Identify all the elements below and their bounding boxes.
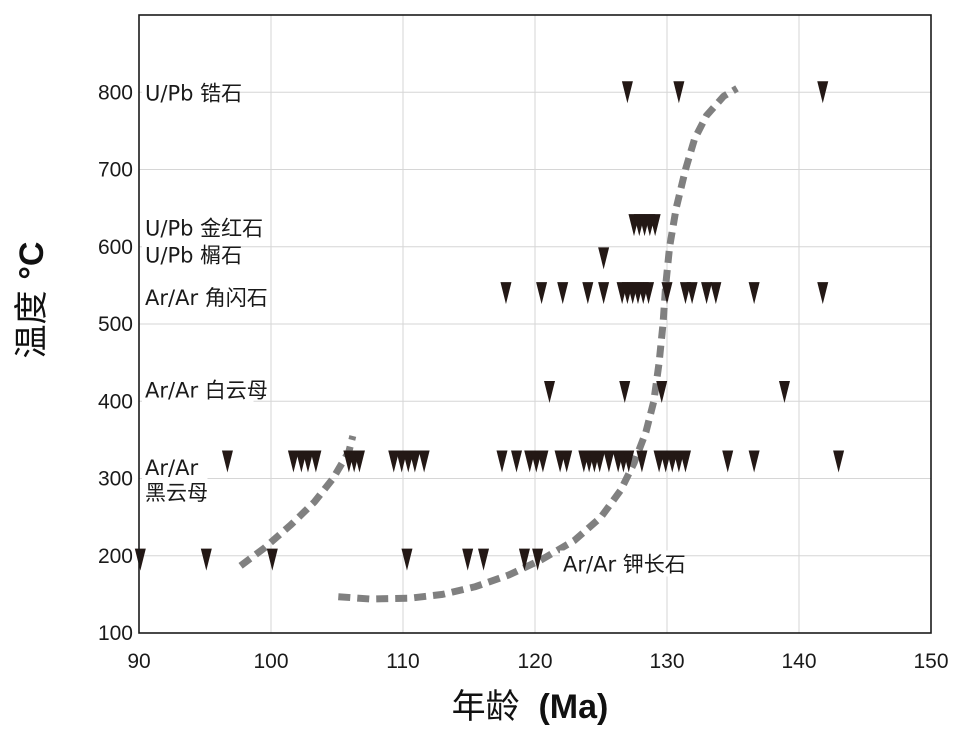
x-tick-label: 150 bbox=[913, 650, 948, 673]
group-label: Ar/Ar 白云母 bbox=[145, 379, 268, 403]
data-point bbox=[544, 380, 556, 403]
data-point bbox=[134, 548, 146, 571]
data-point bbox=[518, 548, 530, 571]
x-tick-label: 130 bbox=[649, 650, 684, 673]
data-point bbox=[388, 450, 400, 473]
data-point bbox=[748, 450, 760, 473]
data-point bbox=[623, 450, 635, 473]
data-point bbox=[722, 450, 734, 473]
data-point bbox=[701, 282, 713, 305]
group-label: Ar/Ar 角闪石 bbox=[145, 286, 268, 310]
data-point bbox=[418, 450, 430, 473]
data-point bbox=[500, 282, 512, 305]
data-point bbox=[287, 450, 299, 473]
data-point bbox=[619, 380, 631, 403]
group-label: U/Pb 金红石 bbox=[145, 216, 263, 240]
y-tick-label: 200 bbox=[98, 545, 133, 568]
group-label-bg bbox=[142, 214, 242, 241]
group-label-bg bbox=[142, 478, 185, 505]
y-axis-label-main: 温度 bbox=[12, 290, 52, 358]
x-tick-label: 110 bbox=[386, 650, 419, 673]
data-point bbox=[656, 380, 668, 403]
group-label-bg bbox=[142, 241, 231, 268]
data-point bbox=[302, 450, 314, 473]
data-point bbox=[833, 450, 845, 473]
data-point bbox=[598, 247, 610, 270]
group-label: U/Pb 榍石 bbox=[145, 243, 242, 267]
group-label: Ar/Ar bbox=[145, 456, 198, 480]
y-tick-label: 700 bbox=[98, 159, 133, 182]
data-point bbox=[401, 548, 413, 571]
y-tick-label: 400 bbox=[98, 390, 133, 413]
group-label-bg bbox=[142, 283, 254, 310]
data-point bbox=[582, 282, 594, 305]
data-point bbox=[673, 81, 685, 104]
group-label: 黑云母 bbox=[145, 481, 208, 505]
x-tick-label: 120 bbox=[517, 650, 552, 673]
y-axis-label: 温度 °C bbox=[12, 242, 52, 359]
y-tick-label: 800 bbox=[98, 81, 133, 104]
data-point bbox=[621, 81, 633, 104]
data-point bbox=[478, 548, 490, 571]
grid-lines bbox=[138, 15, 932, 634]
data-point bbox=[353, 450, 365, 473]
data-point bbox=[643, 282, 655, 305]
data-point bbox=[537, 450, 549, 473]
data-point bbox=[649, 214, 661, 237]
x-axis-label-unit: (Ma) bbox=[538, 688, 608, 726]
x-axis-label: 年龄 (Ma) bbox=[452, 687, 609, 727]
data-point bbox=[594, 450, 606, 473]
y-tick-label: 100 bbox=[98, 622, 133, 645]
trend-curve bbox=[338, 85, 739, 603]
data-points bbox=[134, 81, 845, 571]
group-label-bg bbox=[142, 79, 231, 106]
trend-curves bbox=[238, 85, 739, 603]
data-point bbox=[710, 282, 722, 305]
data-point bbox=[679, 450, 691, 473]
x-tick-label: 140 bbox=[781, 650, 816, 673]
data-point bbox=[409, 450, 421, 473]
data-point bbox=[636, 450, 648, 473]
data-point bbox=[462, 548, 474, 571]
group-label: U/Pb 锆石 bbox=[145, 81, 242, 105]
data-point bbox=[817, 81, 829, 104]
data-point bbox=[598, 282, 610, 305]
data-point bbox=[817, 282, 829, 305]
x-tick-label: 100 bbox=[253, 650, 288, 673]
data-point bbox=[266, 548, 278, 571]
group-label: Ar/Ar 钾长石 bbox=[563, 552, 686, 576]
data-point bbox=[200, 548, 212, 571]
y-tick-labels: 100 200 300 400 500 600 700 800 bbox=[98, 81, 133, 645]
x-axis-label-main: 年龄 bbox=[452, 687, 520, 727]
data-point bbox=[778, 380, 790, 403]
y-tick-label: 500 bbox=[98, 313, 133, 336]
data-point bbox=[661, 282, 673, 305]
group-label-bg bbox=[560, 550, 672, 577]
data-point bbox=[603, 450, 615, 473]
data-point bbox=[557, 282, 569, 305]
x-tick-labels: 90 100 110 120 130 140 150 bbox=[127, 650, 948, 673]
y-axis-label-unit: °C bbox=[13, 242, 51, 280]
data-point bbox=[561, 450, 573, 473]
data-point bbox=[686, 282, 698, 305]
group-label-bg bbox=[142, 376, 254, 403]
data-point bbox=[310, 450, 322, 473]
data-point bbox=[748, 282, 760, 305]
y-tick-label: 600 bbox=[98, 236, 133, 259]
data-point bbox=[496, 450, 508, 473]
data-point bbox=[221, 450, 233, 473]
data-point bbox=[536, 282, 548, 305]
plot-frame bbox=[138, 14, 932, 634]
y-tick-label: 300 bbox=[98, 468, 133, 491]
data-point bbox=[532, 548, 544, 571]
group-labels: U/Pb 锆石 U/Pb 金红石 U/Pb 榍石 Ar/Ar 角闪石 Ar/Ar 白云母… bbox=[142, 79, 686, 577]
group-label-bg bbox=[142, 453, 208, 480]
data-point bbox=[511, 450, 523, 473]
x-tick-label: 90 bbox=[127, 650, 150, 673]
